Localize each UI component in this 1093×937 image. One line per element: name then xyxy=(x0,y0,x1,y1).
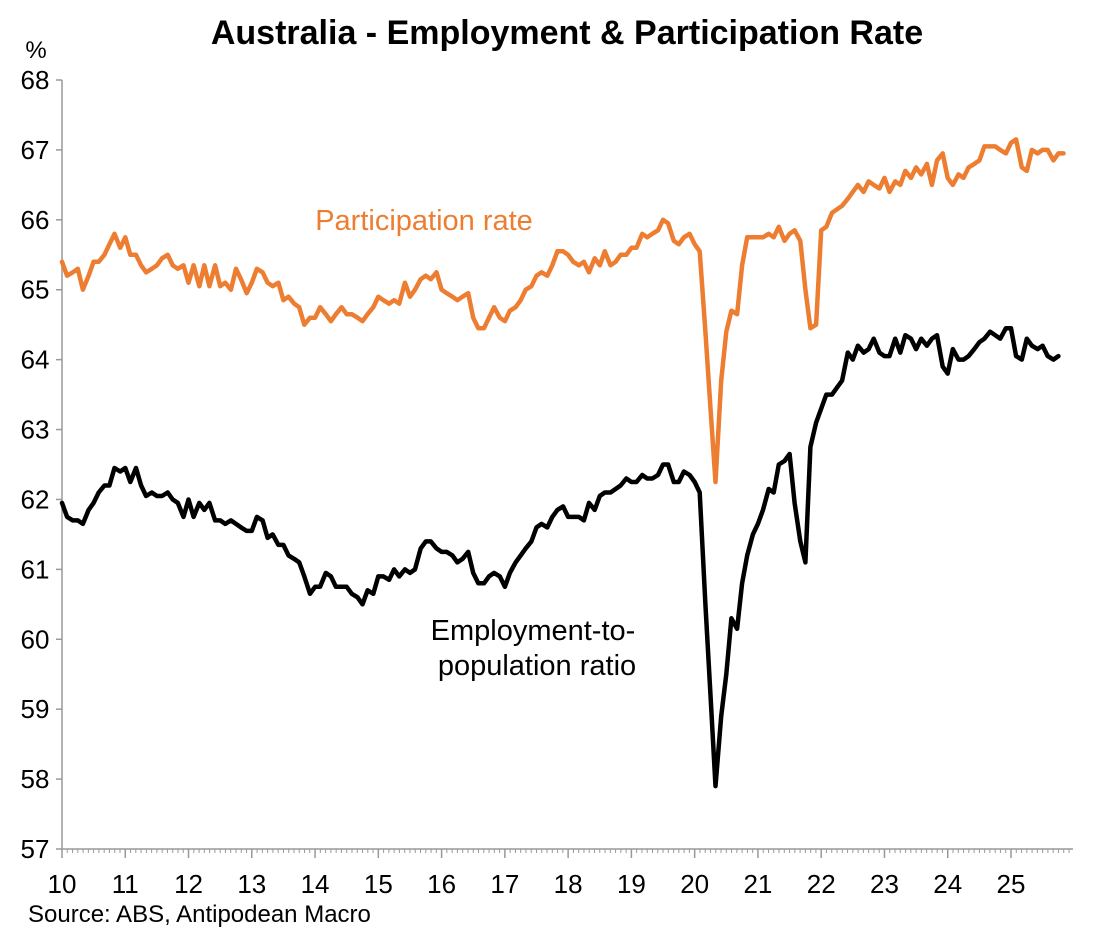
x-tick-label: 14 xyxy=(301,869,330,899)
x-tick-label: 16 xyxy=(427,869,456,899)
y-tick-label: 67 xyxy=(21,135,50,165)
x-tick-label: 25 xyxy=(997,869,1026,899)
employment-ratio-label-line-2: population ratio xyxy=(438,650,636,682)
x-tick-label: 24 xyxy=(933,869,962,899)
y-tick-label: 58 xyxy=(21,764,50,794)
y-axis: 57 58 59 60 61 62 63 64 65 66 67 68 xyxy=(21,65,63,864)
employment-ratio-label-line-1: Employment-to- xyxy=(431,615,636,647)
x-tick-label: 19 xyxy=(617,869,646,899)
employment-ratio-label: Employment-to- population ratio xyxy=(431,615,644,682)
x-tick-label: 23 xyxy=(870,869,899,899)
x-tick-label: 10 xyxy=(48,869,77,899)
y-tick-label: 62 xyxy=(21,484,50,514)
x-tick-label: 13 xyxy=(237,869,266,899)
y-tick-label: 61 xyxy=(21,554,50,584)
y-axis-unit-label: % xyxy=(25,37,46,64)
series-layer xyxy=(59,137,1066,789)
x-tick-label: 21 xyxy=(743,869,772,899)
x-tick-label: 20 xyxy=(680,869,709,899)
x-tick-label: 17 xyxy=(490,869,519,899)
y-tick-label: 65 xyxy=(21,275,50,305)
y-tick-label: 68 xyxy=(21,65,50,95)
x-axis: 10 11 12 13 14 15 16 17 18 19 20 21 22 23 24 25 xyxy=(48,848,1073,899)
source-note: Source: ABS, Antipodean Macro xyxy=(28,901,371,928)
x-tick-label: 15 xyxy=(364,869,393,899)
y-tick-label: 57 xyxy=(21,834,50,864)
x-tick-label: 22 xyxy=(807,869,836,899)
y-tick-label: 64 xyxy=(21,345,50,375)
x-tick-label: 12 xyxy=(174,869,203,899)
participation-rate-label-line: Participation rate xyxy=(315,205,533,237)
chart-title: Australia - Employment & Participation R… xyxy=(211,14,923,52)
y-tick-label: 59 xyxy=(21,694,50,724)
participation-rate-line xyxy=(59,137,1066,485)
y-tick-label: 63 xyxy=(21,415,50,445)
participation-rate-label: Participation rate xyxy=(315,205,533,237)
y-tick-label: 60 xyxy=(21,624,50,654)
x-tick-label: 18 xyxy=(554,869,583,899)
employment-ratio-line xyxy=(59,325,1061,789)
x-tick-label: 11 xyxy=(112,869,139,899)
y-tick-label: 66 xyxy=(21,205,50,235)
